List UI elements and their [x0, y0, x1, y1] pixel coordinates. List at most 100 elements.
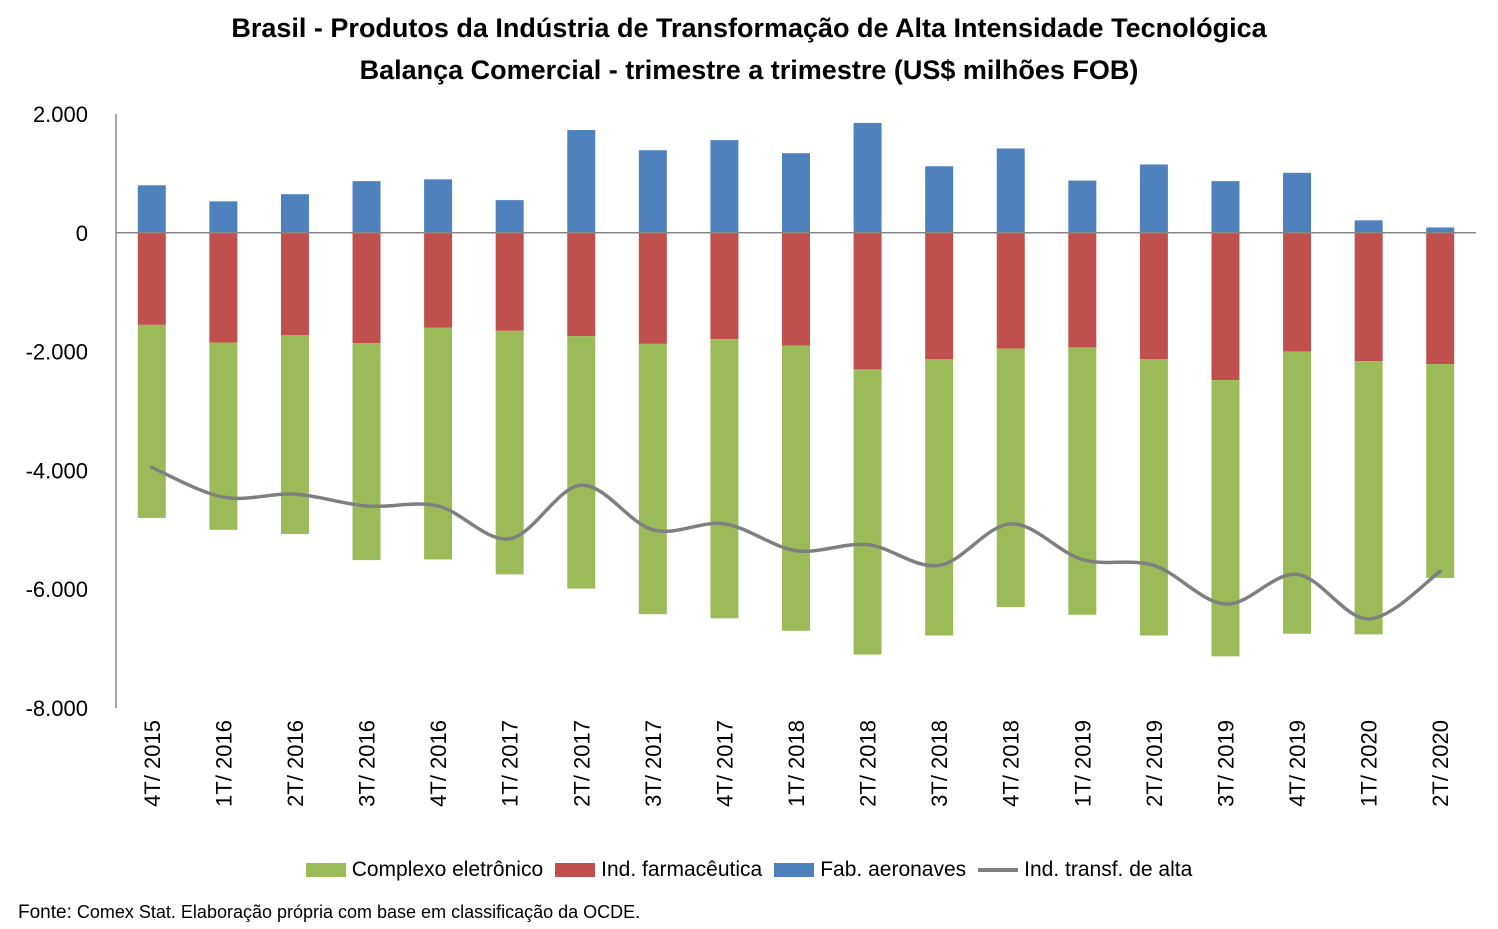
- chart-subtitle: Balança Comercial - trimestre a trimestr…: [359, 55, 1139, 85]
- bar-complexo-eletronico: [853, 369, 882, 655]
- bar-complexo-eletronico: [137, 324, 166, 518]
- legend-item-aeronaves: Fab. aeronaves: [774, 858, 966, 882]
- bar-ind-farmaceutica: [1283, 232, 1312, 352]
- y-tick-label: -4.000: [26, 458, 88, 483]
- line-ind-transf-de-alta: [150, 465, 1442, 621]
- x-tick-label: 1T/ 2017: [498, 720, 523, 807]
- bar-complexo-eletronico: [782, 345, 810, 631]
- chart-plot: 2.000 0 -2.000 -4.000 -6.000 -8.000 4T/ 2015 1T…: [26, 102, 1476, 807]
- y-tick-label: 2.000: [33, 102, 88, 127]
- bar-fab-aeronaves: [1354, 220, 1383, 233]
- x-tick-label: 1T/ 2018: [784, 720, 809, 807]
- bar-fab-aeronaves: [782, 153, 810, 233]
- legend-item-complexo: Complexo eletrônico: [305, 858, 544, 882]
- bar-ind-farmaceutica: [853, 232, 882, 370]
- bar-ind-farmaceutica: [137, 232, 166, 325]
- x-tick-label: 2T/ 2017: [569, 720, 594, 807]
- legend-swatch-farmaceutica: [555, 863, 596, 877]
- bar-fab-aeronaves: [567, 130, 596, 233]
- bar-fab-aeronaves: [1426, 227, 1455, 233]
- y-tick-label: -8.000: [26, 696, 88, 721]
- bar-ind-farmaceutica: [1139, 232, 1168, 360]
- x-tick-label: 4T/ 2016: [426, 720, 451, 807]
- legend-item-total: Ind. transf. de alta: [978, 858, 1192, 882]
- bar-fab-aeronaves: [137, 185, 166, 233]
- bar-complexo-eletronico: [1068, 347, 1097, 615]
- legend-label-complexo: Complexo eletrônico: [351, 858, 544, 881]
- bar-complexo-eletronico: [925, 359, 954, 636]
- bar-ind-farmaceutica: [782, 232, 810, 346]
- bar-fab-aeronaves: [996, 148, 1025, 233]
- bar-complexo-eletronico: [638, 343, 667, 615]
- bar-fab-aeronaves: [495, 200, 524, 233]
- bar-complexo-eletronico: [567, 336, 596, 589]
- bar-ind-farmaceutica: [1354, 232, 1383, 362]
- bar-fab-aeronaves: [1068, 180, 1097, 233]
- legend-swatch-aeronaves: [774, 863, 815, 877]
- source-text: Comex Stat. Elaboração própria com base …: [76, 902, 641, 922]
- legend-label-farmaceutica: Ind. farmacêutica: [601, 858, 763, 881]
- x-tick-label: 3T/ 2019: [1213, 720, 1238, 807]
- bar-complexo-eletronico: [352, 343, 381, 561]
- x-tick-label: 2T/ 2020: [1428, 720, 1453, 807]
- y-tick-label: -6.000: [26, 577, 88, 602]
- x-tick-label: 2T/ 2019: [1142, 720, 1167, 807]
- source-note: Fonte: Comex Stat. Elaboração própria co…: [18, 902, 640, 924]
- legend-swatch-total: [978, 868, 1019, 872]
- legend-label-total: Ind. transf. de alta: [1024, 858, 1193, 881]
- bar-fab-aeronaves: [424, 179, 453, 233]
- bar-ind-farmaceutica: [209, 232, 238, 343]
- x-tick-label: 3T/ 2018: [927, 720, 952, 807]
- bar-fab-aeronaves: [1283, 172, 1312, 233]
- bar-fab-aeronaves: [352, 181, 381, 233]
- bar-fab-aeronaves: [925, 166, 954, 233]
- bar-ind-farmaceutica: [424, 232, 453, 328]
- bar-complexo-eletronico: [280, 334, 309, 534]
- bar-complexo-eletronico: [1354, 361, 1383, 635]
- bar-complexo-eletronico: [1211, 380, 1240, 657]
- x-tick-label: 4T/ 2017: [712, 720, 737, 807]
- x-tick-label: 2T/ 2016: [283, 720, 308, 807]
- bar-ind-farmaceutica: [495, 232, 524, 331]
- bar-fab-aeronaves: [710, 140, 739, 233]
- bar-complexo-eletronico: [710, 339, 739, 619]
- bar-ind-farmaceutica: [1426, 232, 1455, 365]
- bar-ind-farmaceutica: [280, 232, 309, 335]
- bar-complexo-eletronico: [996, 348, 1025, 608]
- legend-item-farmaceutica: Ind. farmacêutica: [555, 858, 762, 882]
- chart-title: Brasil - Produtos da Indústria de Transf…: [231, 13, 1267, 43]
- bar-ind-farmaceutica: [1211, 232, 1240, 381]
- bar-fab-aeronaves: [853, 122, 882, 233]
- x-tick-label: 1T/ 2019: [1070, 720, 1095, 807]
- x-tick-label: 1T/ 2016: [211, 720, 236, 807]
- bar-ind-farmaceutica: [925, 232, 954, 360]
- bar-fab-aeronaves: [280, 194, 309, 233]
- bar-complexo-eletronico: [424, 327, 453, 560]
- y-tick-label: 0: [76, 221, 88, 246]
- x-tick-label: 4T/ 2015: [140, 720, 165, 807]
- bar-complexo-eletronico: [1283, 351, 1312, 634]
- bar-fab-aeronaves: [1139, 164, 1168, 233]
- x-tick-label: 1T/ 2020: [1357, 720, 1382, 807]
- x-tick-label: 2T/ 2018: [856, 720, 881, 807]
- x-tick-label: 3T/ 2017: [641, 720, 666, 807]
- chart-legend: Complexo eletrônico Ind. farmacêutica Fa…: [0, 858, 1498, 882]
- x-tick-label: 4T/ 2019: [1285, 720, 1310, 807]
- x-tick-label: 3T/ 2016: [355, 720, 380, 807]
- x-tick-label: 4T/ 2018: [999, 720, 1024, 807]
- legend-swatch-complexo: [305, 863, 346, 877]
- bar-complexo-eletronico: [209, 342, 238, 530]
- bar-ind-farmaceutica: [1068, 232, 1097, 348]
- bar-fab-aeronaves: [209, 201, 238, 233]
- source-label: Fonte:: [18, 902, 72, 923]
- bar-complexo-eletronico: [1139, 359, 1168, 636]
- bar-fab-aeronaves: [638, 150, 667, 233]
- bar-ind-farmaceutica: [567, 232, 596, 337]
- bar-fab-aeronaves: [1211, 181, 1240, 233]
- legend-label-aeronaves: Fab. aeronaves: [820, 858, 967, 881]
- bar-ind-farmaceutica: [710, 232, 739, 340]
- bar-ind-farmaceutica: [638, 232, 667, 344]
- bar-ind-farmaceutica: [996, 232, 1025, 349]
- bar-complexo-eletronico: [1426, 364, 1455, 578]
- bar-ind-farmaceutica: [352, 232, 381, 344]
